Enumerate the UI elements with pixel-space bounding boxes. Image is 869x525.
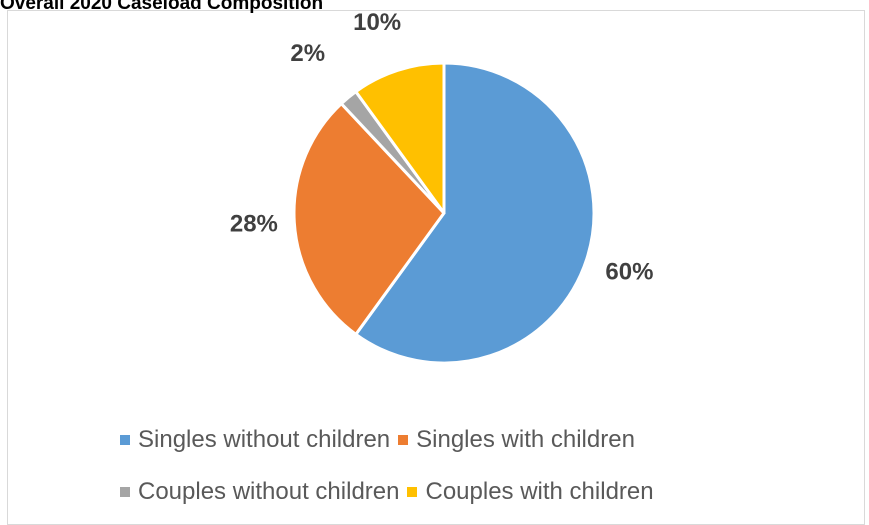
pie-slices (292, 61, 596, 365)
data-label-singles-with-children: 28% (230, 210, 278, 237)
data-label-couples-without-children: 2% (290, 40, 325, 67)
legend-swatch-gray (120, 487, 130, 497)
legend-swatch-yellow (407, 487, 418, 497)
legend-label: Couples with children (425, 478, 654, 505)
pie-slice-singles-without-children (354, 61, 596, 365)
legend-label: Singles with children (416, 426, 635, 453)
pie-slice-couples-with-children (354, 61, 446, 215)
pie-slice-singles-with-children (292, 102, 446, 336)
legend-label: Couples without children (138, 478, 400, 505)
legend-row-2: Couples without children Couples with ch… (120, 478, 662, 506)
pie-data-labels: 60% 28% 2% 10% (230, 9, 654, 285)
data-label-couples-with-children: 10% (353, 9, 401, 36)
legend-swatch-blue (120, 435, 130, 445)
legend-entry-singles-without-children: Singles without children (120, 426, 390, 454)
legend-entry-couples-without-children: Couples without children (120, 478, 399, 506)
data-label-singles-without-children: 60% (605, 259, 653, 286)
legend-entry-couples-with-children: Couples with children (407, 478, 654, 506)
chart-title: Overall 2020 Caseload Composition (0, 0, 324, 14)
legend-entry-singles-with-children: Singles with children (398, 426, 635, 454)
legend-row-1: Singles without children Singles with ch… (120, 426, 643, 454)
legend-swatch-orange (398, 435, 409, 445)
legend-label: Singles without children (138, 426, 391, 453)
